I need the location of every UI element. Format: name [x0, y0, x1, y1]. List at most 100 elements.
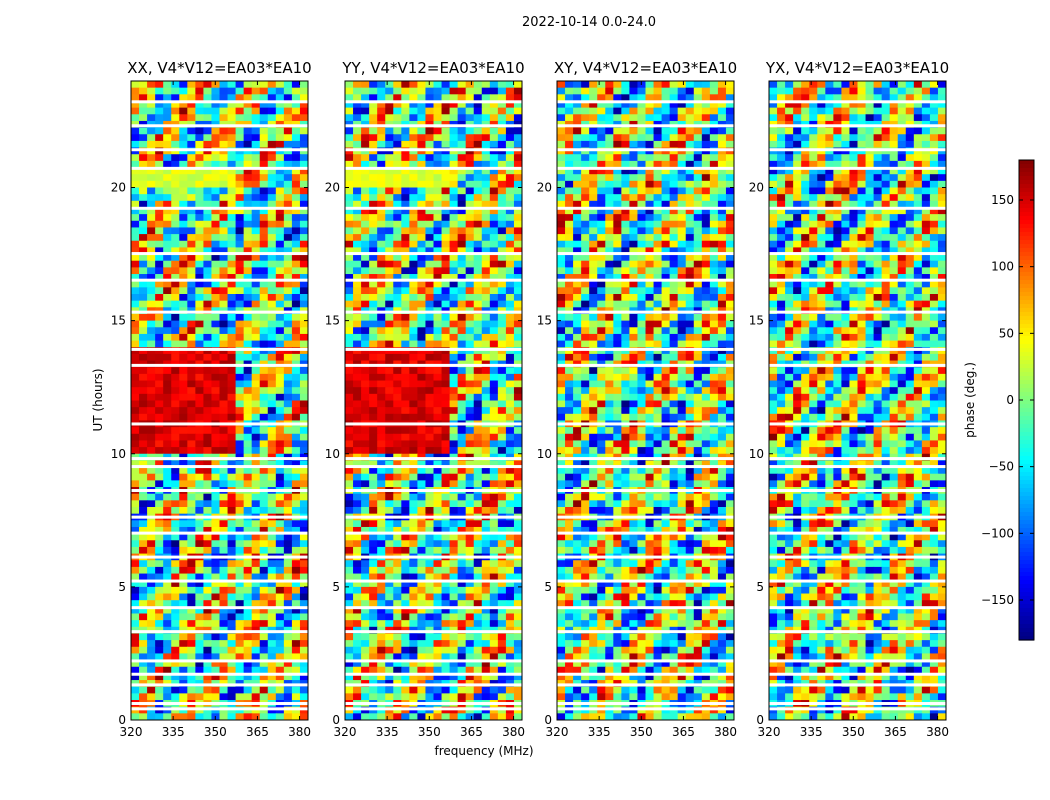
heatmap-cell	[377, 593, 386, 601]
heatmap-cell	[275, 247, 285, 255]
heatmap-cell	[505, 313, 515, 322]
heatmap-cell	[211, 533, 221, 541]
heatmap-cell	[369, 646, 378, 655]
heatmap-cell	[345, 294, 354, 302]
heatmap-cell	[489, 333, 499, 342]
flagged-band	[345, 702, 522, 706]
heatmap-cell	[629, 87, 639, 95]
heatmap-cell	[361, 294, 370, 302]
heatmap-cell	[409, 220, 419, 229]
heatmap-cell	[385, 480, 394, 488]
heatmap-cell	[717, 234, 727, 242]
heatmap-cell	[361, 154, 370, 162]
heatmap-cell	[497, 507, 507, 515]
heatmap-cell	[299, 546, 308, 555]
heatmap-cell	[489, 294, 499, 302]
heatmap-cell	[147, 467, 156, 475]
heatmap-cell	[345, 500, 354, 508]
heatmap-cell	[497, 427, 507, 435]
heatmap-cell	[275, 407, 285, 415]
heatmap-cell	[291, 500, 301, 508]
heatmap-cell	[645, 140, 655, 149]
heatmap-cell	[433, 254, 443, 262]
heatmap-cell	[377, 300, 386, 308]
heatmap-cell	[653, 234, 663, 242]
heatmap-cell	[211, 407, 221, 415]
heatmap-cell	[393, 100, 402, 109]
heatmap-cell	[267, 653, 277, 661]
heatmap-cell	[299, 447, 308, 455]
heatmap-cell	[211, 660, 221, 668]
heatmap-cell	[259, 134, 269, 142]
heatmap-cell	[409, 287, 419, 295]
heatmap-cell	[369, 533, 378, 541]
heatmap-cell	[139, 380, 148, 388]
heatmap-cell	[235, 447, 245, 455]
heatmap-cell	[489, 267, 499, 275]
heatmap-cell	[385, 187, 394, 195]
heatmap-cell	[677, 107, 687, 115]
heatmap-cell	[497, 81, 507, 89]
heatmap-cell	[465, 274, 475, 282]
heatmap-cell	[449, 586, 459, 595]
heatmap-cell	[235, 427, 245, 435]
heatmap-cell	[243, 440, 253, 448]
heatmap-cell	[369, 673, 378, 681]
heatmap-cell	[219, 87, 229, 95]
heatmap-cell	[377, 227, 386, 235]
heatmap-cell	[433, 407, 443, 415]
heatmap-cell	[155, 154, 164, 162]
heatmap-cell	[473, 180, 483, 189]
heatmap-cell	[195, 593, 205, 601]
heatmap-cell	[361, 174, 370, 182]
heatmap-cell	[179, 586, 188, 595]
heatmap-cell	[621, 154, 631, 162]
heatmap-cell	[267, 646, 277, 655]
heatmap-cell	[449, 180, 459, 189]
heatmap-cell	[155, 107, 164, 115]
heatmap-cell	[409, 433, 419, 442]
heatmap-cell	[275, 606, 285, 615]
heatmap-cell	[259, 380, 269, 388]
heatmap-cell	[283, 280, 293, 288]
heatmap-cell	[449, 254, 459, 262]
heatmap-cell	[441, 573, 451, 581]
heatmap-cell	[465, 686, 475, 694]
heatmap-cell	[565, 240, 574, 249]
heatmap-cell	[267, 660, 277, 668]
heatmap-cell	[131, 387, 140, 395]
heatmap-cell	[393, 220, 402, 229]
heatmap-cell	[291, 100, 301, 109]
heatmap-cell	[605, 200, 614, 209]
heatmap-cell	[677, 254, 687, 262]
heatmap-cell	[385, 194, 394, 202]
heatmap-cell	[361, 713, 370, 720]
heatmap-cell	[203, 340, 213, 348]
heatmap-cell	[275, 300, 285, 308]
heatmap-cell	[489, 473, 499, 481]
heatmap-cell	[481, 640, 491, 648]
heatmap-cell	[637, 154, 647, 162]
heatmap-cell	[251, 340, 261, 348]
heatmap-cell	[131, 460, 140, 468]
heatmap-cell	[465, 134, 475, 142]
heatmap-cell	[299, 254, 308, 262]
heatmap-cell	[361, 87, 370, 95]
heatmap-cell	[139, 240, 148, 249]
heatmap-cell	[409, 267, 419, 275]
heatmap-cell	[227, 666, 237, 675]
heatmap-cell	[409, 673, 419, 681]
heatmap-cell	[291, 294, 301, 302]
heatmap-cell	[299, 460, 308, 468]
heatmap-cell	[513, 227, 522, 235]
heatmap-cell	[291, 340, 301, 348]
heatmap-cell	[353, 313, 362, 322]
heatmap-cell	[513, 180, 522, 189]
heatmap-cell	[131, 653, 140, 661]
phase-heatmap-cells	[345, 81, 522, 720]
heatmap-cell	[425, 294, 435, 302]
heatmap-cell	[417, 340, 427, 348]
heatmap-cell	[393, 646, 402, 655]
heatmap-cell	[637, 87, 647, 95]
heatmap-cell	[613, 160, 622, 169]
